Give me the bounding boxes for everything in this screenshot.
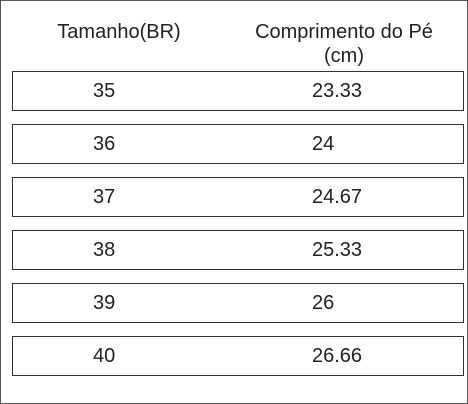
length-cell: 24.67 <box>312 186 363 208</box>
table-row: 38 25.33 <box>12 230 464 270</box>
table-row: 37 24.67 <box>12 177 464 217</box>
table-row: 39 26 <box>12 283 464 323</box>
column-header: Comprimento do Pé (cm) <box>255 21 433 67</box>
table-row: 35 23.33 <box>12 71 464 111</box>
size-cell: 37 <box>93 186 116 208</box>
size-cell: 38 <box>93 239 116 261</box>
table-row: 40 26.66 <box>12 336 464 376</box>
size-cell: 36 <box>93 133 116 155</box>
length-cell: 25.33 <box>312 239 363 261</box>
size-cell: 35 <box>93 80 116 102</box>
length-cell: 23.33 <box>312 80 363 102</box>
table-row: 36 24 <box>12 124 464 164</box>
length-cell: 26 <box>312 292 335 314</box>
length-cell: 26.66 <box>312 345 363 367</box>
length-cell: 24 <box>312 133 335 155</box>
size-cell: 39 <box>93 292 116 314</box>
size-cell: 40 <box>93 345 116 367</box>
column-header: Tamanho(BR) <box>57 21 181 43</box>
